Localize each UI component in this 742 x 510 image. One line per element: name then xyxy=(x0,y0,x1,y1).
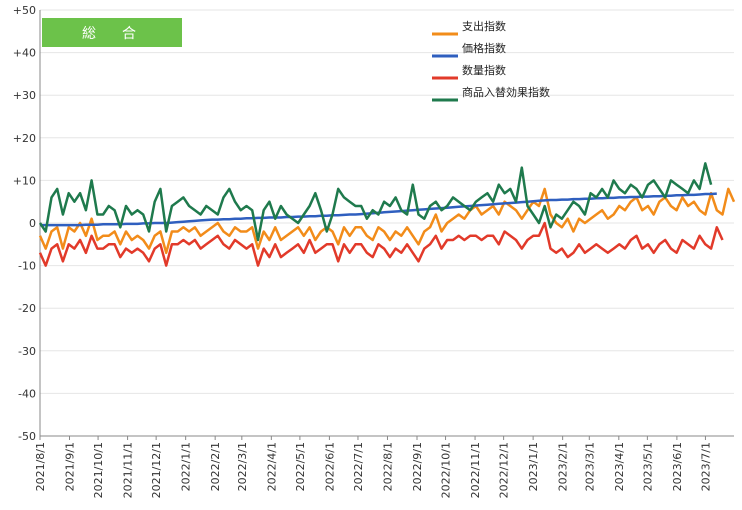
x-tick-label: 2021/10/1 xyxy=(92,442,105,498)
x-tick-label: 2021/12/1 xyxy=(150,442,163,498)
x-tick-label: 2022/11/1 xyxy=(469,442,482,498)
y-tick-label: -50 xyxy=(18,430,36,443)
x-tick-label: 2023/6/1 xyxy=(671,442,684,491)
x-tick-label: 2023/4/1 xyxy=(613,442,626,491)
x-tick-label: 2023/3/1 xyxy=(583,442,596,491)
x-tick-label: 2023/7/1 xyxy=(699,442,712,491)
x-tick-label: 2022/10/1 xyxy=(440,442,453,498)
y-tick-label: +50 xyxy=(13,4,36,17)
x-tick-label: 2022/5/1 xyxy=(294,442,307,491)
x-tick-label: 2023/5/1 xyxy=(641,442,654,491)
legend-label: 数量指数 xyxy=(462,63,506,77)
x-tick-label: 2022/3/1 xyxy=(236,442,249,491)
series-line-0 xyxy=(38,187,736,255)
y-tick-label: -30 xyxy=(18,345,36,358)
series-line-1 xyxy=(40,192,717,227)
y-tick-label: -10 xyxy=(18,260,36,273)
series-line-3 xyxy=(38,162,713,242)
title-badge: 総 合 xyxy=(42,18,182,47)
x-tick-label: 2022/2/1 xyxy=(209,442,222,491)
y-tick-label: +40 xyxy=(13,47,36,60)
x-tick-label: 2021/8/1 xyxy=(34,442,47,491)
x-tick-label: 2022/12/1 xyxy=(498,442,511,498)
legend-label: 価格指数 xyxy=(462,41,506,55)
y-tick-label: -40 xyxy=(18,387,36,400)
legend-label: 支出指数 xyxy=(462,19,506,33)
x-tick-label: 2022/1/1 xyxy=(180,442,193,491)
x-tick-label: 2023/1/1 xyxy=(527,442,540,491)
series-line-2 xyxy=(38,221,724,267)
axes xyxy=(39,10,734,440)
title-badge-label: 総 合 xyxy=(82,26,142,42)
title-badge-box xyxy=(42,18,182,47)
x-tick-label: 2022/8/1 xyxy=(381,442,394,491)
y-tick-label: +30 xyxy=(13,89,36,102)
y-tick-label: -20 xyxy=(18,302,36,315)
x-tick-label: 2022/9/1 xyxy=(411,442,424,491)
series-lines xyxy=(38,162,736,267)
x-tick-label: 2023/2/1 xyxy=(557,442,570,491)
x-tick-label: 2022/4/1 xyxy=(265,442,278,491)
x-tick-label: 2021/11/1 xyxy=(122,442,135,498)
x-tick-label: 2022/6/1 xyxy=(323,442,336,491)
y-tick-label: +20 xyxy=(13,132,36,145)
legend-label: 商品入替効果指数 xyxy=(462,85,550,99)
y-tick-label: 0 xyxy=(29,217,36,230)
x-tick-label: 2021/9/1 xyxy=(64,442,77,491)
x-tick-label: 2022/7/1 xyxy=(352,442,365,491)
y-tick-label: +10 xyxy=(13,174,36,187)
